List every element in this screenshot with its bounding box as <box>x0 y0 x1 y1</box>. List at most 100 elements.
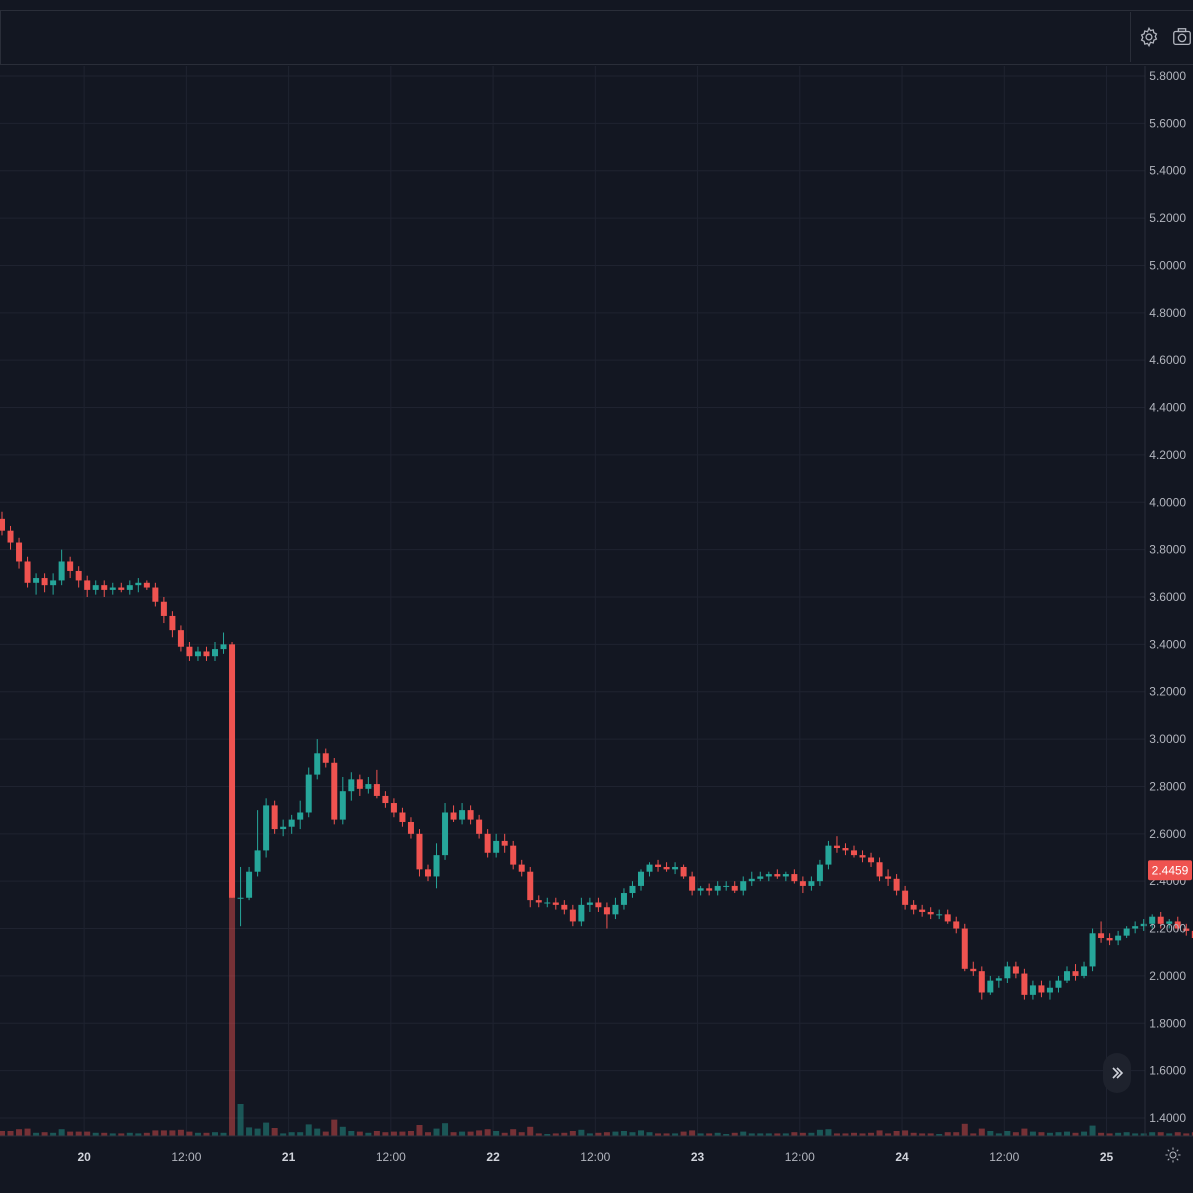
candle-body <box>67 561 74 571</box>
candle-body <box>246 871 253 898</box>
toolbar-panel <box>0 10 1193 65</box>
volume-bar <box>603 1132 610 1136</box>
volume-bar <box>774 1133 781 1136</box>
price-tick-label: 1.8000 <box>1149 1016 1186 1030</box>
candle-body <box>825 845 832 865</box>
time-tick-label: 24 <box>895 1150 909 1164</box>
volume-bar <box>75 1131 82 1136</box>
volume-bar <box>58 1129 65 1136</box>
camera-icon[interactable] <box>1170 22 1193 52</box>
candle-body <box>885 876 892 879</box>
price-tick-label: 4.4000 <box>1149 401 1186 415</box>
candle-body <box>961 928 968 969</box>
candle-body <box>16 542 23 562</box>
volume-bar <box>765 1133 772 1136</box>
price-tick-label: 4.2000 <box>1149 448 1186 462</box>
volume-bar <box>339 1126 346 1136</box>
candle-body <box>527 871 534 901</box>
candle-body <box>33 578 40 583</box>
candle-body <box>876 862 883 877</box>
candle-body <box>356 779 363 789</box>
volume-bar <box>33 1132 40 1136</box>
candle-body <box>663 866 670 870</box>
price-tick-label: 1.6000 <box>1149 1064 1186 1078</box>
volume-bar <box>1149 1132 1156 1136</box>
volume-bar <box>0 1131 5 1136</box>
candle-body <box>1012 966 1019 974</box>
candle-body <box>944 914 951 922</box>
candle-body <box>544 902 551 904</box>
volume-bar <box>629 1132 636 1136</box>
candle-body <box>339 791 346 820</box>
price-axis[interactable]: 5.8000 5.6000 5.4000 5.2000 5.0000 4.8000 4.60… <box>1149 69 1186 1125</box>
candle-body <box>586 902 593 905</box>
volume-bar <box>246 1127 253 1136</box>
candle-body <box>595 902 602 908</box>
volume-bar <box>467 1131 474 1136</box>
candle-body <box>314 753 321 775</box>
price-chart[interactable]: 5.8000 5.6000 5.4000 5.2000 5.0000 4.8000 4.60… <box>0 66 1193 1193</box>
candle-body <box>740 881 747 891</box>
volume-bar <box>169 1130 176 1136</box>
volume-bar <box>638 1130 644 1136</box>
volume-bar <box>851 1132 857 1136</box>
double-chevron-right-icon <box>1112 1067 1124 1079</box>
candle-body <box>92 585 99 590</box>
candle-body <box>612 904 619 915</box>
volume-bar <box>237 1104 244 1136</box>
volume-bar <box>1055 1132 1062 1136</box>
candle-body <box>126 585 133 590</box>
candle-body <box>229 644 236 898</box>
candle-body <box>910 904 917 910</box>
price-tick-label: 5.8000 <box>1149 69 1186 83</box>
volume-bar <box>842 1133 849 1136</box>
price-tick-label: 3.2000 <box>1149 685 1186 699</box>
volume-bar <box>1123 1132 1130 1136</box>
candle-body <box>484 833 491 853</box>
price-tick-label: 2.8000 <box>1149 779 1186 793</box>
candle-body <box>868 857 875 863</box>
candle-body <box>995 978 1002 981</box>
time-tick-label: 12:00 <box>989 1150 1019 1164</box>
gear-icon[interactable] <box>1137 22 1161 52</box>
candle-body <box>1081 966 1088 976</box>
volume-bar <box>910 1132 917 1136</box>
candle-body <box>1123 928 1130 936</box>
candle-body <box>902 890 909 905</box>
candle-series <box>0 511 1193 1000</box>
volume-bar <box>1174 1132 1181 1136</box>
sun-icon[interactable] <box>1163 1145 1183 1165</box>
volume-bar <box>390 1131 397 1136</box>
price-tick-label: 2.2000 <box>1149 922 1186 936</box>
time-tick-label: 23 <box>691 1150 705 1164</box>
volume-bar <box>748 1133 755 1136</box>
candle-body <box>782 874 789 877</box>
scroll-to-realtime-button[interactable] <box>1103 1053 1131 1093</box>
candle-body <box>1183 928 1190 931</box>
candle-body <box>578 904 585 922</box>
volume-bar <box>825 1129 832 1136</box>
candle-body <box>689 876 696 891</box>
volume-bar <box>416 1125 423 1136</box>
volume-bar <box>816 1129 823 1136</box>
volume-bar <box>1115 1132 1122 1136</box>
volume-bar <box>1166 1133 1173 1136</box>
time-axis[interactable]: 2012:002112:002212:002312:002412:002512:… <box>77 1150 1193 1164</box>
volume-bar <box>194 1132 201 1136</box>
price-tick-label: 1.4000 <box>1149 1111 1186 1125</box>
volume-bar <box>271 1128 278 1136</box>
candle-body <box>1115 935 1122 941</box>
volume-bar <box>348 1131 355 1136</box>
candle-body <box>655 864 662 867</box>
candle-body <box>1004 966 1011 979</box>
volume-bar <box>501 1132 508 1136</box>
volume-bar <box>595 1132 602 1136</box>
volume-bar <box>586 1133 593 1136</box>
volume-bar <box>859 1133 866 1136</box>
candle-body <box>58 561 65 581</box>
volume-bar <box>672 1133 679 1136</box>
volume-bar <box>50 1132 57 1136</box>
price-tick-label: 2.0000 <box>1149 969 1186 983</box>
candle-body <box>169 615 176 631</box>
price-tick-label: 3.8000 <box>1149 543 1186 557</box>
